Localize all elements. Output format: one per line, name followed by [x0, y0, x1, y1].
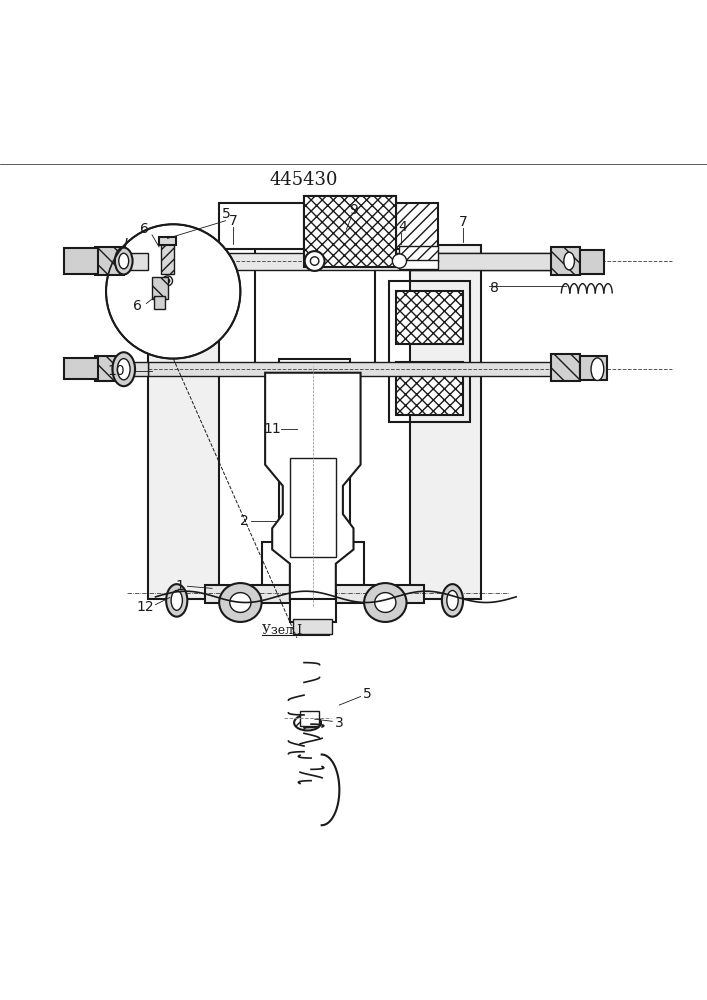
Text: 7: 7 — [459, 215, 467, 229]
Bar — [148, 362, 573, 376]
Bar — [389, 281, 470, 422]
Bar — [410, 253, 566, 270]
Text: I: I — [124, 237, 128, 251]
Bar — [64, 358, 98, 379]
Ellipse shape — [119, 253, 129, 269]
Ellipse shape — [375, 593, 396, 612]
Ellipse shape — [117, 359, 130, 380]
Bar — [396, 362, 463, 415]
Bar — [396, 203, 438, 249]
Bar — [396, 291, 463, 344]
Bar — [159, 237, 176, 245]
Bar — [161, 242, 174, 274]
Bar — [580, 250, 604, 274]
Bar — [551, 354, 580, 381]
Ellipse shape — [294, 715, 321, 730]
Bar — [148, 253, 559, 270]
Bar — [551, 247, 580, 275]
Bar — [154, 296, 165, 309]
Bar — [219, 203, 304, 249]
Text: Узел I: Узел I — [262, 624, 302, 637]
Bar — [64, 248, 98, 274]
Circle shape — [305, 251, 325, 271]
Bar — [399, 260, 438, 269]
Text: 5: 5 — [222, 207, 230, 221]
Text: 11: 11 — [263, 422, 281, 436]
Bar — [304, 196, 396, 253]
Bar — [300, 711, 319, 726]
Text: 10: 10 — [108, 364, 125, 378]
Bar — [399, 246, 438, 262]
Text: 4: 4 — [399, 220, 407, 234]
Text: 1: 1 — [176, 579, 185, 593]
Circle shape — [163, 276, 173, 286]
Ellipse shape — [447, 590, 458, 610]
Text: 445430: 445430 — [270, 171, 338, 189]
Ellipse shape — [166, 584, 187, 617]
Ellipse shape — [442, 584, 463, 617]
Bar — [95, 247, 124, 275]
Bar — [148, 245, 219, 599]
Text: 9: 9 — [349, 203, 358, 217]
Bar — [255, 245, 375, 373]
Ellipse shape — [591, 358, 604, 381]
Ellipse shape — [364, 583, 407, 622]
Ellipse shape — [115, 248, 132, 274]
Text: 12: 12 — [136, 600, 153, 614]
Ellipse shape — [564, 252, 574, 270]
Bar — [279, 359, 350, 557]
Bar — [99, 253, 148, 270]
Bar — [290, 458, 336, 557]
Ellipse shape — [171, 590, 182, 610]
Bar — [262, 542, 364, 599]
Circle shape — [392, 254, 407, 268]
Bar — [304, 196, 396, 267]
Bar — [290, 590, 336, 622]
Text: 6: 6 — [134, 299, 142, 313]
Bar — [205, 585, 424, 603]
Circle shape — [106, 224, 240, 359]
Text: 2: 2 — [240, 514, 248, 528]
Polygon shape — [265, 373, 361, 599]
Text: 6: 6 — [141, 222, 149, 236]
Bar — [410, 245, 481, 599]
Text: 8: 8 — [491, 281, 499, 295]
Bar — [293, 619, 332, 634]
Text: 5: 5 — [363, 687, 372, 701]
Text: 7: 7 — [229, 214, 238, 228]
Bar — [95, 356, 124, 381]
Bar — [99, 362, 148, 376]
Bar — [152, 277, 168, 299]
Bar — [580, 356, 607, 380]
Text: 3: 3 — [335, 716, 344, 730]
Ellipse shape — [230, 593, 251, 612]
Circle shape — [310, 257, 319, 265]
Ellipse shape — [112, 352, 135, 386]
Ellipse shape — [219, 583, 262, 622]
Circle shape — [165, 279, 170, 283]
